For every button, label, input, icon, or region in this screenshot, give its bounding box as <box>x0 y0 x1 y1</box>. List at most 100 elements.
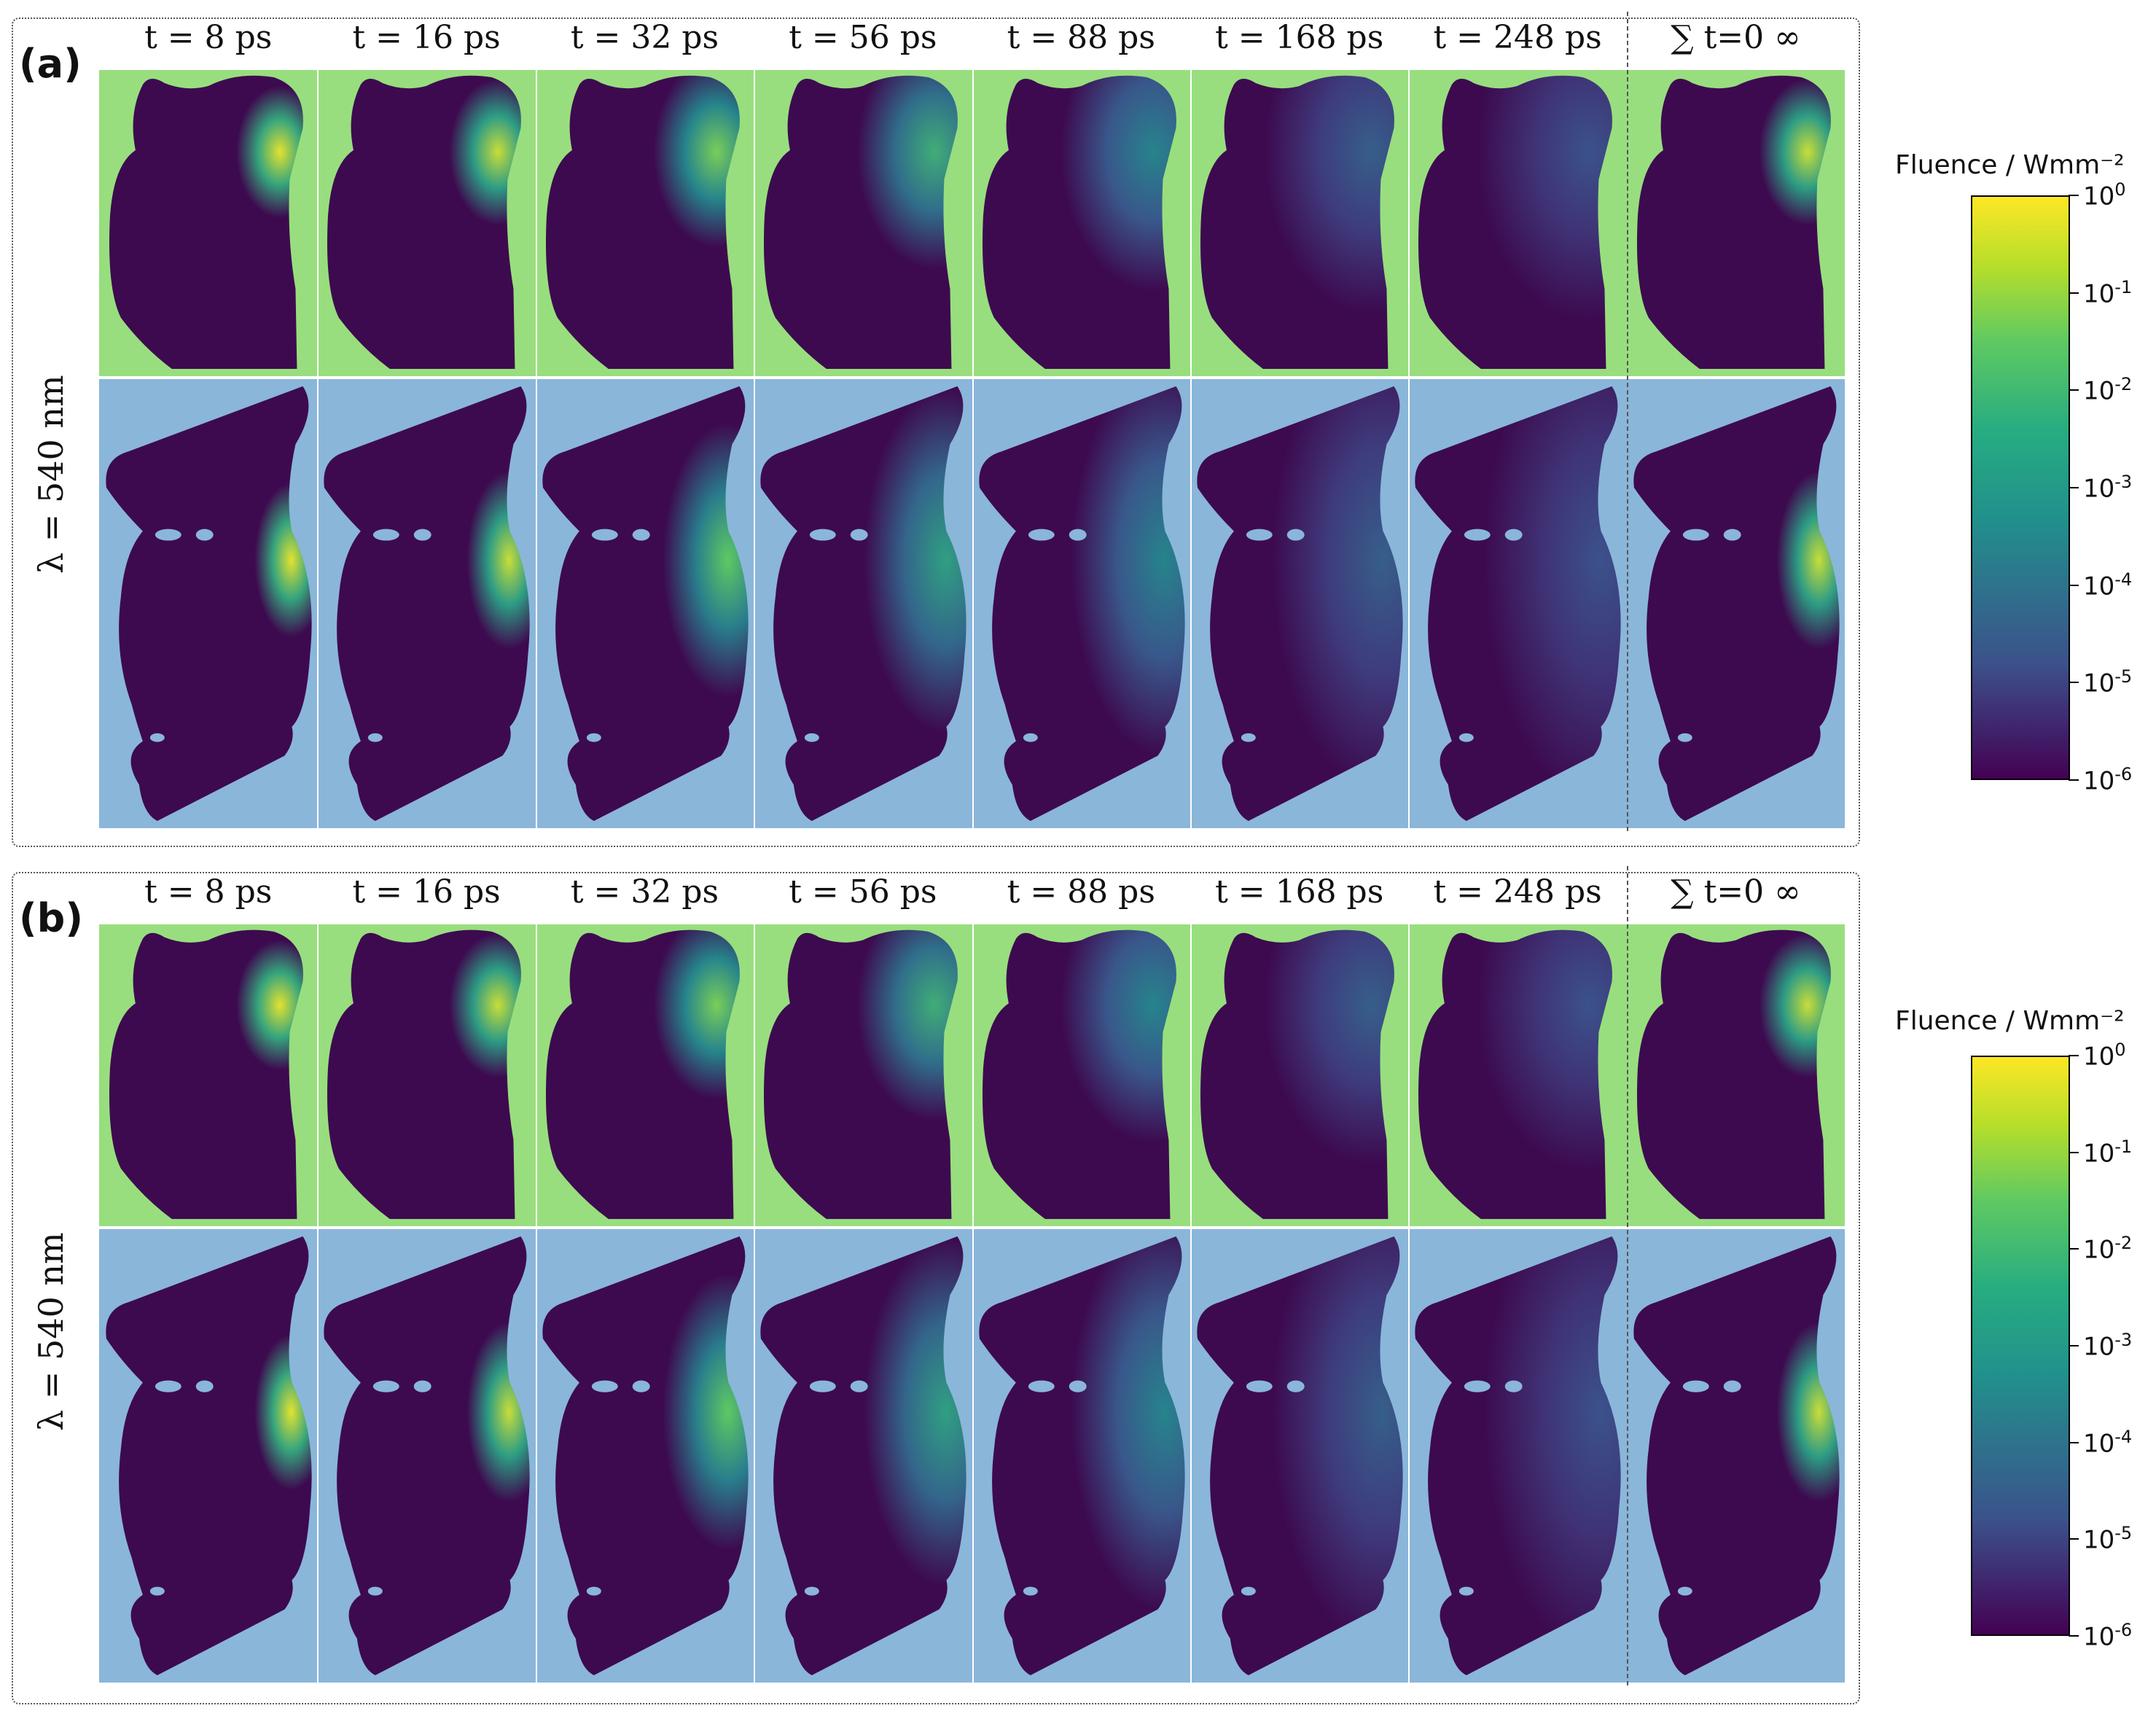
panel-a-row-label: λ = 540 nm <box>31 375 71 574</box>
column-header: t = 32 ps <box>570 873 719 911</box>
column-header: ∑ t=0 ∞ <box>1671 873 1801 911</box>
sum-column-divider <box>1626 12 1628 831</box>
sum-column-divider <box>1626 866 1628 1685</box>
fluence-map-bottom <box>978 386 1185 822</box>
colorbar-tick <box>2069 292 2079 294</box>
colorbar-tick <box>2069 195 2079 196</box>
fluence-map-top <box>1200 75 1394 369</box>
fluence-map-top <box>109 929 303 1220</box>
colorbar-tick <box>2069 1538 2079 1540</box>
fluence-map-top <box>764 75 958 369</box>
colorbar-tick-label: 10-3 <box>2083 1330 2133 1362</box>
column-header: t = 56 ps <box>789 19 937 56</box>
column-divider <box>754 70 756 828</box>
column-header: t = 168 ps <box>1215 873 1384 911</box>
fluence-map-top <box>1636 75 1831 369</box>
fluence-map-top <box>982 75 1176 369</box>
fluence-map-bottom <box>542 1236 749 1675</box>
fluence-map-top <box>109 75 303 369</box>
colorbar-tick-label: 10-2 <box>2083 374 2133 406</box>
column-header: t = 16 ps <box>352 873 501 911</box>
colorbar-tick-label: 10-4 <box>2083 569 2133 601</box>
colorbar-title: Fluence / Wmm⁻² <box>1895 1006 2125 1036</box>
colorbar-tick-label: 10-6 <box>2083 764 2133 796</box>
fluence-map-bottom <box>760 386 966 822</box>
colorbar-title: Fluence / Wmm⁻² <box>1895 150 2125 180</box>
column-header: t = 168 ps <box>1215 19 1384 56</box>
colorbar-tick-label: 10-6 <box>2083 1620 2133 1652</box>
column-header: t = 88 ps <box>1007 19 1155 56</box>
colorbar <box>1971 195 2070 780</box>
column-header: t = 16 ps <box>352 19 501 56</box>
column-divider <box>317 70 319 828</box>
fluence-map-top <box>982 929 1176 1220</box>
panel-b-label: (b) <box>19 895 84 941</box>
colorbar <box>1971 1056 2070 1636</box>
colorbar-tick <box>2069 584 2079 586</box>
fluence-map-bottom <box>978 1236 1185 1675</box>
fluence-map-top <box>545 75 740 369</box>
colorbar-tick <box>2069 1151 2079 1153</box>
panel-a-label: (a) <box>19 41 82 87</box>
column-header: ∑ t=0 ∞ <box>1671 19 1801 56</box>
colorbar-tick <box>2069 1055 2079 1056</box>
fluence-map-bottom <box>106 386 312 822</box>
colorbar-tick-label: 10-2 <box>2083 1233 2133 1265</box>
fluence-map-bottom <box>1197 1236 1403 1675</box>
fluence-map-top <box>327 75 522 369</box>
fluence-map-top <box>327 929 522 1220</box>
column-divider <box>1190 924 1192 1683</box>
colorbar-tick <box>2069 389 2079 391</box>
colorbar-tick-label: 10-4 <box>2083 1426 2133 1458</box>
column-divider <box>972 70 974 828</box>
fluence-map-top <box>1636 929 1831 1220</box>
panel-a <box>12 17 1860 847</box>
colorbar-tick-label: 10-5 <box>2083 1523 2133 1555</box>
colorbar-tick-label: 10-1 <box>2083 1136 2133 1168</box>
fluence-map-bottom <box>542 386 749 822</box>
fluence-map-bottom <box>1415 386 1622 822</box>
colorbar-tick-label: 100 <box>2083 1040 2126 1072</box>
fluence-map-top <box>764 929 958 1220</box>
colorbar-tick-label: 100 <box>2083 179 2126 211</box>
fluence-map-bottom <box>1633 386 1840 822</box>
column-header: t = 88 ps <box>1007 873 1155 911</box>
colorbar-tick-label: 10-1 <box>2083 276 2133 308</box>
colorbar-tick <box>2069 487 2079 488</box>
column-divider <box>972 924 974 1683</box>
fluence-map-bottom <box>106 1236 312 1675</box>
colorbar-tick <box>2069 1441 2079 1443</box>
column-header: t = 56 ps <box>789 873 937 911</box>
colorbar-tick <box>2069 1345 2079 1346</box>
colorbar-tick <box>2069 682 2079 684</box>
column-divider <box>1190 70 1192 828</box>
colorbar-tick-label: 10-3 <box>2083 472 2133 504</box>
column-divider <box>535 924 537 1683</box>
column-header: t = 32 ps <box>570 19 719 56</box>
column-divider <box>1408 70 1410 828</box>
panel-b-row-label: λ = 540 nm <box>31 1232 71 1431</box>
fluence-map-bottom <box>1415 1236 1622 1675</box>
fluence-map-bottom <box>760 1236 966 1675</box>
colorbar-tick <box>2069 1635 2079 1637</box>
fluence-map-top <box>1200 929 1394 1220</box>
colorbar-tick-label: 10-5 <box>2083 666 2133 698</box>
column-divider <box>535 70 537 828</box>
column-header: t = 248 ps <box>1433 19 1602 56</box>
column-divider <box>317 924 319 1683</box>
colorbar-tick <box>2069 1248 2079 1250</box>
fluence-map-bottom <box>324 1236 531 1675</box>
fluence-map-bottom <box>1197 386 1403 822</box>
column-divider <box>754 924 756 1683</box>
column-header: t = 8 ps <box>144 19 273 56</box>
column-header: t = 248 ps <box>1433 873 1602 911</box>
column-divider <box>1408 924 1410 1683</box>
panel-b <box>12 872 1860 1704</box>
fluence-map-top <box>1418 75 1613 369</box>
fluence-map-bottom <box>1633 1236 1840 1675</box>
fluence-map-top <box>545 929 740 1220</box>
column-header: t = 8 ps <box>144 873 273 911</box>
fluence-map-top <box>1418 929 1613 1220</box>
fluence-map-bottom <box>324 386 531 822</box>
colorbar-tick <box>2069 779 2079 781</box>
